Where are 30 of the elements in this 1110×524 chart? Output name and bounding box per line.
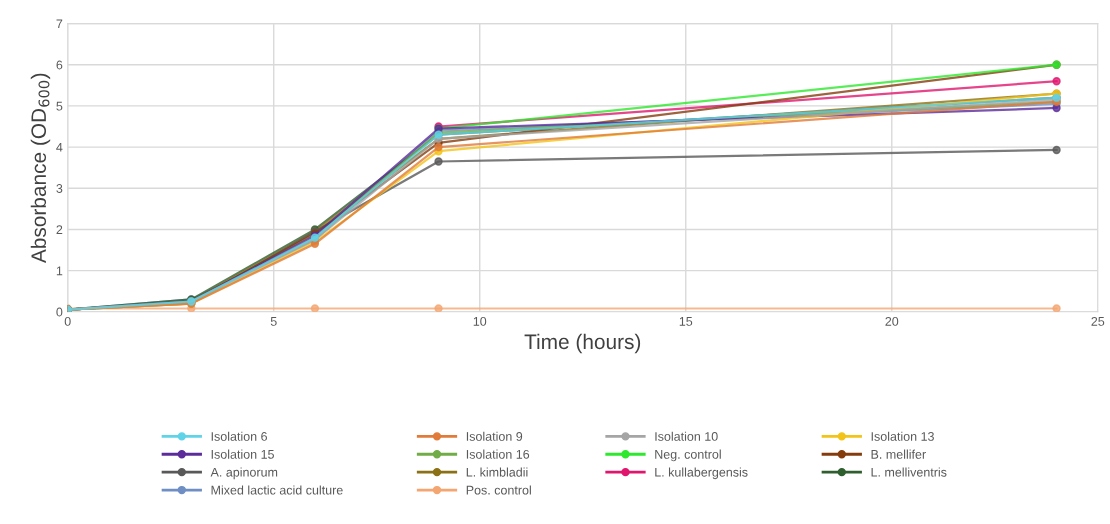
- legend-label: Mixed lactic acid culture: [211, 485, 343, 495]
- y-tick-label: 5: [56, 101, 63, 111]
- legend-label: A. apinorum: [210, 467, 278, 480]
- legend-label: Isolation 15: [211, 449, 274, 459]
- legend-label: Pos. control: [466, 485, 531, 495]
- y-tick-label: 4: [56, 143, 63, 152]
- y-axis-title: Absorbance (OD$_{600}$): [30, 73, 51, 264]
- x-axis-title: Time (hours): [524, 333, 641, 354]
- legend-label: Isolation 10: [655, 431, 718, 441]
- y-tick-label: 2: [56, 225, 63, 234]
- x-tick-label: 5: [270, 317, 277, 326]
- legend-label: B. mellifer: [871, 449, 926, 459]
- legend-label: Isolation 6: [211, 431, 267, 441]
- x-tick-label: 25: [1091, 316, 1105, 326]
- legend-label: Isolation 9: [466, 431, 523, 441]
- x-tick-label: 20: [885, 316, 899, 326]
- y-tick-label: 0: [56, 307, 63, 317]
- legend-label: L. kimbladii: [466, 467, 528, 477]
- y-tick-label: 6: [56, 60, 63, 70]
- legend-label: Isolation 13: [871, 431, 934, 441]
- legend-label: L. melliventris: [871, 467, 947, 477]
- x-tick-label: 10: [473, 316, 487, 326]
- legend-label: Neg. control: [655, 449, 721, 462]
- y-tick-label: 1: [56, 266, 63, 276]
- legend-label: Isolation 16: [466, 449, 530, 459]
- y-tick-label: 3: [56, 184, 63, 193]
- x-tick-label: 0: [64, 316, 71, 326]
- y-tick-label: 7: [56, 19, 63, 29]
- legend-label: L. kullabergensis: [655, 467, 748, 480]
- x-tick-label: 15: [679, 317, 693, 326]
